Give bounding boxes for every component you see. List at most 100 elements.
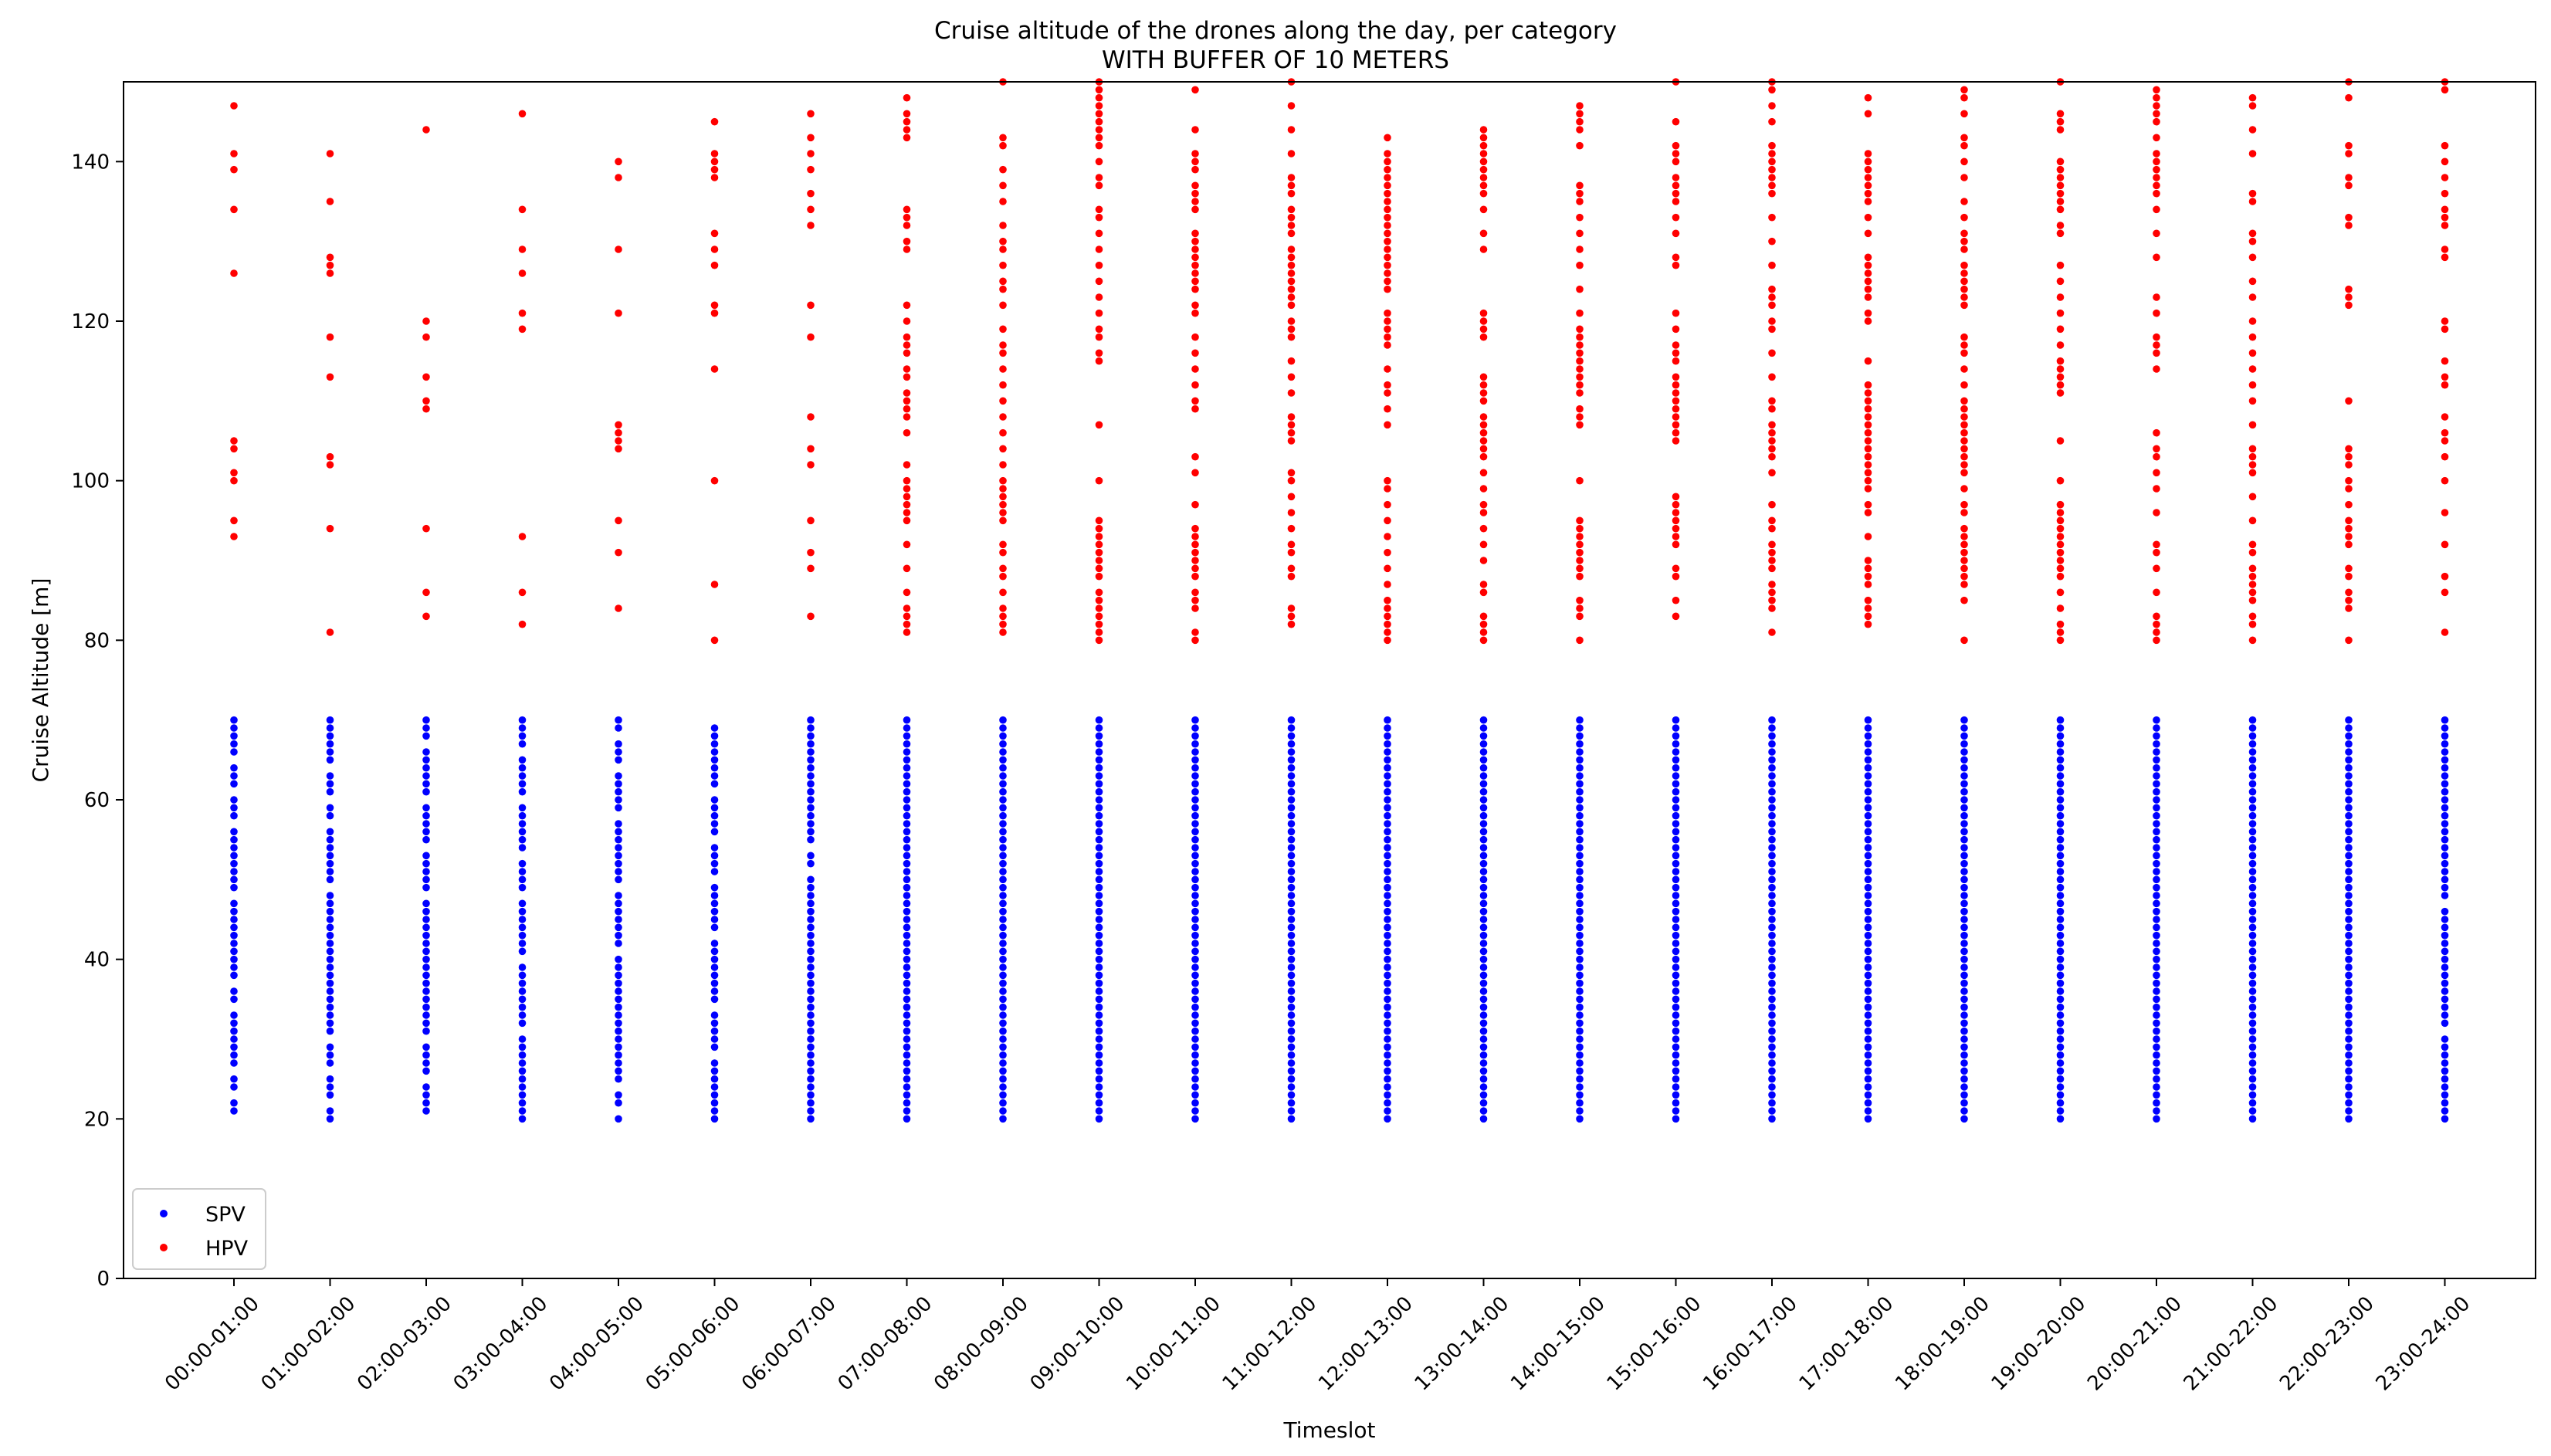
data-point-hpv bbox=[1768, 397, 1776, 405]
data-point-hpv bbox=[1095, 126, 1103, 134]
data-point-hpv bbox=[1479, 165, 1488, 174]
x-tick-label: 09:00-10:00 bbox=[1026, 1292, 1130, 1396]
data-point-hpv bbox=[1095, 174, 1103, 181]
data-point-hpv bbox=[1479, 189, 1488, 198]
data-point-hpv bbox=[1479, 500, 1488, 509]
data-point-spv bbox=[1384, 1107, 1391, 1115]
data-point-spv bbox=[2153, 1083, 2160, 1091]
data-point-spv bbox=[2153, 875, 2160, 884]
data-point-hpv bbox=[710, 309, 719, 317]
data-point-spv bbox=[518, 756, 527, 764]
data-point-spv bbox=[230, 724, 238, 732]
data-point-spv bbox=[326, 780, 334, 788]
data-point-spv bbox=[1960, 1115, 1968, 1123]
data-point-spv bbox=[326, 1051, 334, 1059]
data-point-spv bbox=[230, 859, 238, 868]
data-point-spv bbox=[2056, 756, 2065, 764]
data-point-spv bbox=[1384, 1083, 1391, 1091]
data-point-spv bbox=[1960, 1099, 1968, 1107]
data-point-hpv bbox=[1095, 516, 1103, 525]
data-point-spv bbox=[1384, 844, 1391, 852]
data-point-spv bbox=[422, 923, 430, 932]
data-point-spv bbox=[326, 1019, 334, 1028]
data-point-hpv bbox=[422, 524, 430, 533]
data-point-spv bbox=[1191, 916, 1199, 923]
x-tick-label: 17:00-18:00 bbox=[1795, 1292, 1899, 1396]
data-point-spv bbox=[2153, 1099, 2160, 1107]
data-point-spv bbox=[1479, 828, 1488, 836]
data-point-spv bbox=[1768, 828, 1776, 836]
data-point-spv bbox=[1768, 923, 1776, 932]
data-point-spv bbox=[1960, 852, 1968, 860]
data-point-spv bbox=[2345, 955, 2353, 963]
data-point-hpv bbox=[1191, 452, 1199, 461]
data-point-spv bbox=[2441, 820, 2449, 828]
data-point-hpv bbox=[615, 421, 622, 429]
data-point-spv bbox=[999, 756, 1007, 764]
data-point-spv bbox=[1384, 1051, 1391, 1059]
data-point-spv bbox=[2441, 947, 2449, 956]
data-point-hpv bbox=[1864, 198, 1872, 205]
data-point-hpv bbox=[2153, 636, 2160, 645]
data-point-hpv bbox=[1672, 349, 1680, 357]
data-point-hpv bbox=[1287, 389, 1296, 397]
data-point-spv bbox=[1384, 1059, 1391, 1067]
data-point-spv bbox=[1191, 971, 1199, 980]
data-point-hpv bbox=[615, 174, 622, 181]
data-point-hpv bbox=[1768, 564, 1776, 573]
data-point-spv bbox=[230, 940, 238, 947]
data-point-hpv bbox=[1864, 469, 1872, 477]
data-point-spv bbox=[2248, 1059, 2257, 1067]
data-point-spv bbox=[1576, 907, 1584, 916]
data-point-hpv bbox=[1479, 581, 1488, 588]
data-point-hpv bbox=[1287, 293, 1296, 301]
data-point-spv bbox=[1576, 1051, 1584, 1059]
data-point-spv bbox=[999, 852, 1007, 860]
data-point-spv bbox=[2056, 1083, 2065, 1091]
data-point-spv bbox=[1384, 804, 1391, 812]
data-point-spv bbox=[518, 1059, 527, 1067]
data-point-spv bbox=[1960, 835, 1968, 844]
data-point-spv bbox=[2153, 916, 2160, 923]
data-point-spv bbox=[1768, 947, 1776, 956]
data-point-spv bbox=[230, 732, 238, 740]
data-point-spv bbox=[1768, 892, 1776, 899]
data-point-spv bbox=[2441, 780, 2449, 788]
data-point-hpv bbox=[999, 548, 1007, 557]
data-point-spv bbox=[710, 979, 719, 987]
data-point-spv bbox=[1287, 995, 1296, 1004]
data-point-spv bbox=[2056, 892, 2065, 899]
data-point-spv bbox=[1287, 796, 1296, 804]
data-point-hpv bbox=[2441, 325, 2449, 334]
data-point-hpv bbox=[1384, 134, 1391, 142]
data-point-spv bbox=[903, 820, 911, 828]
data-point-spv bbox=[326, 899, 334, 908]
data-point-spv bbox=[2153, 1011, 2160, 1019]
y-tick-label: 120 bbox=[71, 310, 110, 334]
data-point-spv bbox=[999, 1091, 1007, 1099]
data-point-spv bbox=[2153, 1003, 2160, 1011]
data-point-hpv bbox=[2248, 277, 2257, 286]
data-point-hpv bbox=[2345, 461, 2353, 469]
data-point-spv bbox=[807, 1091, 815, 1099]
data-point-spv bbox=[1384, 835, 1391, 844]
data-point-spv bbox=[1479, 979, 1488, 987]
data-point-hpv bbox=[1576, 126, 1584, 134]
data-point-spv bbox=[615, 1003, 622, 1011]
data-point-hpv bbox=[1287, 437, 1296, 445]
data-point-hpv bbox=[903, 134, 911, 142]
data-point-hpv bbox=[1672, 493, 1680, 501]
data-point-spv bbox=[1191, 844, 1199, 852]
data-point-hpv bbox=[2441, 141, 2449, 150]
data-point-spv bbox=[1864, 748, 1872, 756]
data-point-spv bbox=[903, 1107, 911, 1115]
data-point-hpv bbox=[1384, 277, 1391, 286]
data-point-spv bbox=[615, 780, 622, 788]
data-point-spv bbox=[1960, 971, 1968, 980]
data-point-hpv bbox=[2248, 102, 2257, 110]
data-point-hpv bbox=[999, 564, 1007, 573]
data-point-spv bbox=[2153, 835, 2160, 844]
data-point-spv bbox=[1576, 955, 1584, 963]
data-point-spv bbox=[1095, 764, 1103, 772]
data-point-spv bbox=[1479, 1035, 1488, 1043]
